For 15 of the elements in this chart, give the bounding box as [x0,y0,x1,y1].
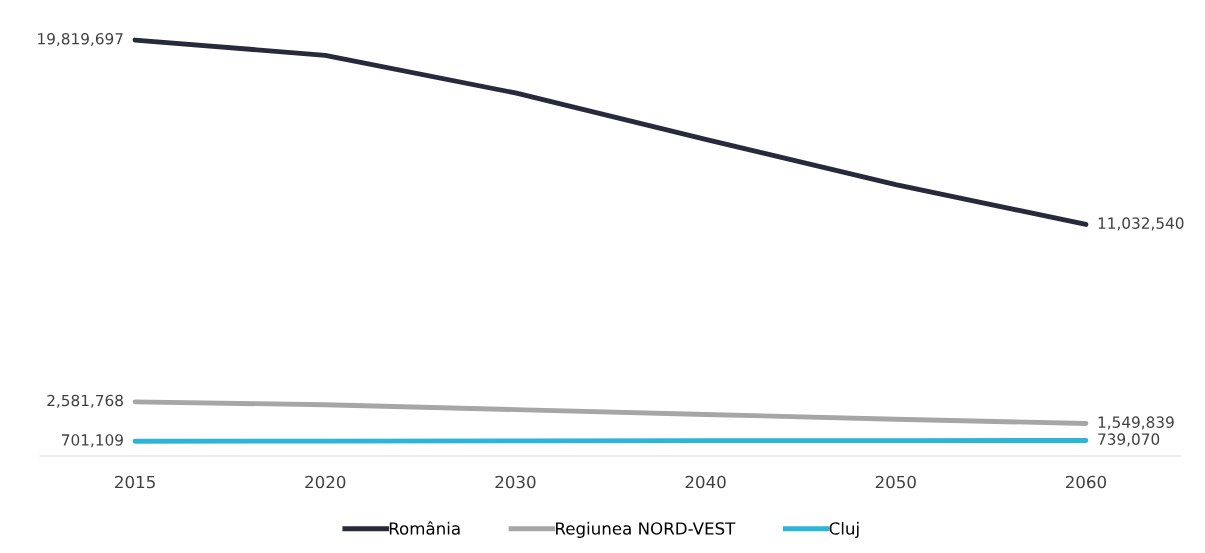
x-tick-label: 2060 [1065,475,1107,489]
data-label: 19,819,697 [38,32,123,47]
legend-label: Cluj [829,521,859,538]
x-tick-label: 2050 [875,475,916,489]
legend-label: România [389,521,460,535]
x-tick-label: 2030 [495,475,536,489]
data-label: 739,070 [1098,433,1160,447]
x-tick-label: 2040 [685,475,726,489]
data-label: 11,032,540 [1098,217,1184,231]
x-tick-label: 2015 [115,475,155,489]
x-tick-label: 2020 [305,475,346,489]
data-label: 701,109 [62,434,123,448]
data-label: 1,549,839 [1098,416,1174,430]
legend-label: Regiunea NORD-VEST [556,521,736,538]
data-label: 2,581,768 [47,394,123,408]
